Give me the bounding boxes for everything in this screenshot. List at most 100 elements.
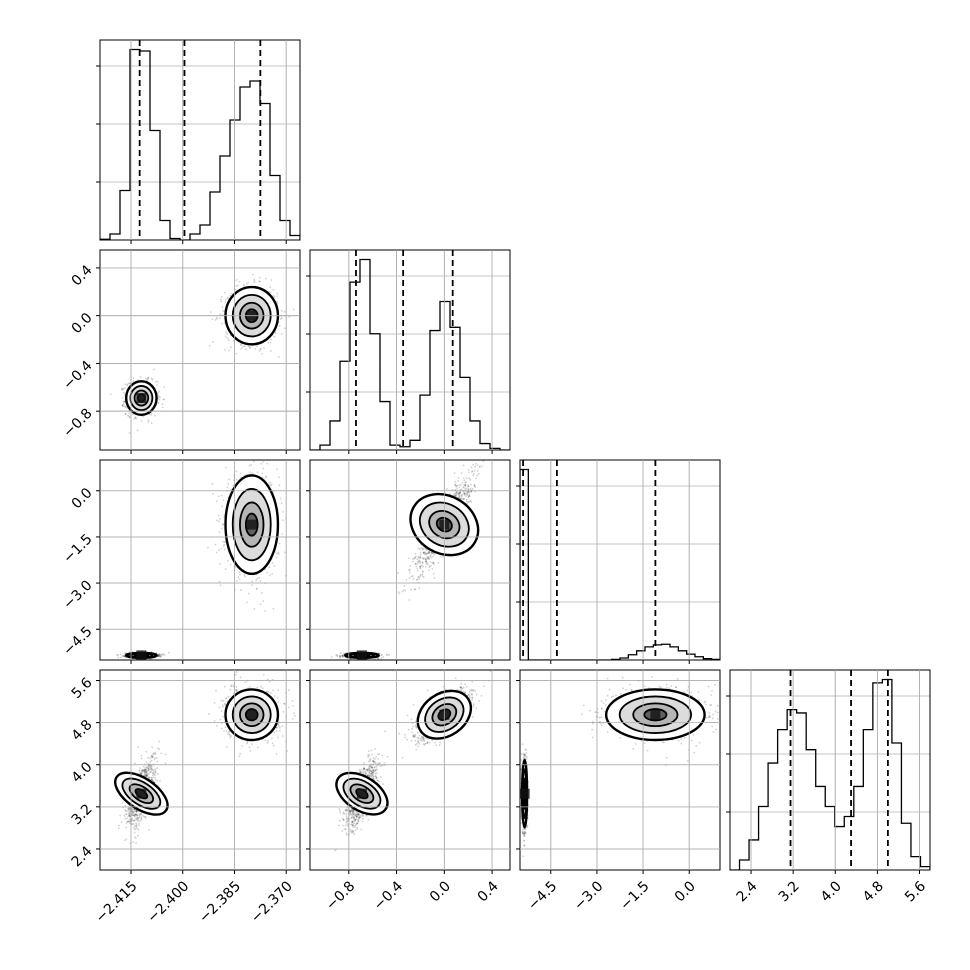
scatter-point xyxy=(417,555,420,558)
scatter-point xyxy=(167,651,170,654)
scatter-point xyxy=(160,654,163,656)
scatter-point xyxy=(245,348,247,351)
scatter-point xyxy=(277,551,280,554)
scatter-point xyxy=(437,561,440,564)
scatter-point xyxy=(273,295,276,298)
scatter-point xyxy=(473,485,476,488)
scatter-point xyxy=(342,654,345,657)
scatter-point xyxy=(405,579,408,581)
scatter-point xyxy=(229,563,232,566)
scatter-point xyxy=(418,587,421,590)
scatter-point xyxy=(280,317,283,319)
scatter-point xyxy=(226,332,229,335)
scatter-point xyxy=(132,377,135,379)
scatter-point xyxy=(280,309,283,312)
scatter-point xyxy=(269,484,272,487)
scatter-point xyxy=(272,294,275,297)
scatter-point xyxy=(223,291,226,294)
scatter-point xyxy=(224,335,227,338)
scatter-point xyxy=(421,557,424,560)
scatter-point xyxy=(258,276,261,279)
scatter-point xyxy=(123,400,126,403)
scatter-point xyxy=(248,464,251,467)
scatter-point xyxy=(341,655,344,657)
scatter-point xyxy=(376,657,379,660)
scatter-point xyxy=(382,656,385,658)
scatter-point xyxy=(472,474,475,477)
scatter-point xyxy=(239,573,241,576)
scatter-point xyxy=(158,655,160,658)
scatter-point xyxy=(119,653,122,656)
scatter-point xyxy=(221,540,224,543)
scatter-point xyxy=(158,653,161,656)
scatter-point xyxy=(419,553,422,556)
scatter-point xyxy=(236,284,239,287)
scatter-point xyxy=(256,345,258,348)
scatter-point xyxy=(336,654,339,656)
scatter-point xyxy=(469,478,472,481)
scatter-point xyxy=(427,552,430,555)
scatter-point xyxy=(247,281,249,284)
scatter-point xyxy=(145,377,147,380)
scatter-point xyxy=(211,318,214,321)
scatter-point xyxy=(235,478,238,481)
scatter-point xyxy=(421,573,424,576)
scatter-point xyxy=(474,465,476,468)
scatter-point xyxy=(460,497,463,500)
scatter-point xyxy=(159,656,162,658)
scatter-point xyxy=(425,563,428,566)
scatter-point xyxy=(432,563,435,566)
scatter-point xyxy=(140,420,143,422)
scatter-point xyxy=(428,566,431,569)
scatter-point xyxy=(226,337,229,339)
scatter-point xyxy=(240,589,242,591)
scatter-point xyxy=(234,288,237,291)
scatter-point xyxy=(279,318,282,320)
scatter-point xyxy=(161,403,164,406)
scatter-point xyxy=(218,549,220,551)
scatter-point xyxy=(380,654,383,657)
histogram-step xyxy=(100,48,300,240)
scatter-point xyxy=(224,548,226,551)
scatter-point xyxy=(247,345,250,348)
scatter-point xyxy=(135,417,138,420)
scatter-point xyxy=(241,346,244,349)
scatter-point xyxy=(122,403,125,405)
scatter-point xyxy=(454,484,457,487)
scatter-point xyxy=(231,292,233,295)
scatter-point xyxy=(424,551,427,554)
scatter-point xyxy=(253,460,255,463)
scatter-point xyxy=(242,285,245,287)
scatter-point xyxy=(132,380,135,383)
scatter-point xyxy=(219,584,222,587)
scatter-point xyxy=(162,398,165,401)
scatter-point xyxy=(267,341,270,344)
scatter-point xyxy=(218,580,221,583)
scatter-point xyxy=(251,472,254,475)
scatter-point xyxy=(273,565,276,567)
scatter-point xyxy=(377,657,380,660)
scatter-point xyxy=(128,415,131,418)
scatter-point xyxy=(455,485,458,488)
scatter-point xyxy=(249,471,252,473)
scatter-point xyxy=(117,654,119,657)
scatter-point xyxy=(129,382,131,385)
scatter-point xyxy=(256,471,259,474)
scatter-point xyxy=(235,352,238,355)
scatter-point xyxy=(154,414,156,417)
scatter-point xyxy=(414,588,417,591)
scatter-point xyxy=(124,406,127,408)
scatter-point xyxy=(109,393,112,396)
scatter-point xyxy=(277,553,280,555)
panel-frame xyxy=(309,249,511,451)
scatter-point xyxy=(156,380,159,383)
scatter-point xyxy=(158,390,161,393)
scatter-point xyxy=(282,510,285,513)
panel-frame xyxy=(519,459,721,661)
scatter-point xyxy=(467,485,470,488)
scatter-point xyxy=(249,346,252,349)
scatter-point xyxy=(458,496,460,498)
scatter-point xyxy=(226,486,229,489)
